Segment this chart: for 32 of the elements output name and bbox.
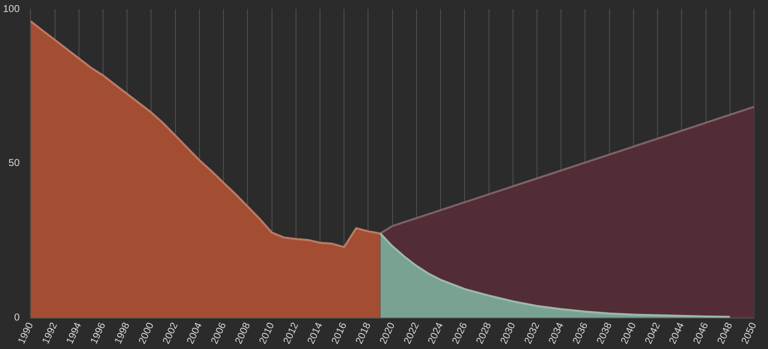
x-tick-label: 2004 [185, 320, 205, 346]
x-tick-label: 2020 [378, 320, 398, 346]
x-tick-label: 2022 [402, 320, 422, 346]
x-tick-label: 2012 [282, 320, 302, 346]
x-tick-label: 2040 [619, 320, 639, 346]
y-tick-label: 100 [2, 4, 20, 15]
x-tick-label: 2026 [450, 320, 470, 346]
x-tick-label: 2002 [161, 320, 181, 346]
x-tick-label: 2038 [595, 320, 615, 346]
x-tick-label: 2032 [522, 320, 542, 346]
x-tick-label: 1994 [64, 320, 84, 346]
y-tick-label: 50 [8, 158, 20, 170]
x-tick-label: 2008 [234, 320, 254, 346]
x-tick-label: 2046 [692, 320, 712, 346]
x-tick-label: 2042 [643, 320, 663, 346]
x-tick-label: 1998 [112, 320, 133, 346]
x-tick-label: 2024 [426, 320, 446, 346]
x-tick-label: 2000 [137, 320, 157, 346]
x-tick-label: 2044 [668, 320, 688, 346]
x-tick-label: 2010 [258, 320, 278, 346]
x-tick-label: 2030 [498, 320, 518, 346]
x-tick-label: 2018 [354, 320, 374, 346]
x-tick-label: 2036 [571, 320, 591, 346]
x-tick-label: 2006 [209, 320, 229, 346]
x-tick-label: 2034 [546, 320, 567, 346]
x-tick-label: 2050 [740, 320, 760, 346]
x-tick-label: 1992 [40, 320, 60, 346]
x-tick-label: 2016 [330, 320, 350, 346]
x-tick-label: 1996 [88, 320, 108, 346]
x-tick-label: 2014 [306, 320, 326, 346]
x-tick-label: 2048 [716, 320, 736, 346]
x-tick-label: 2028 [474, 320, 494, 346]
